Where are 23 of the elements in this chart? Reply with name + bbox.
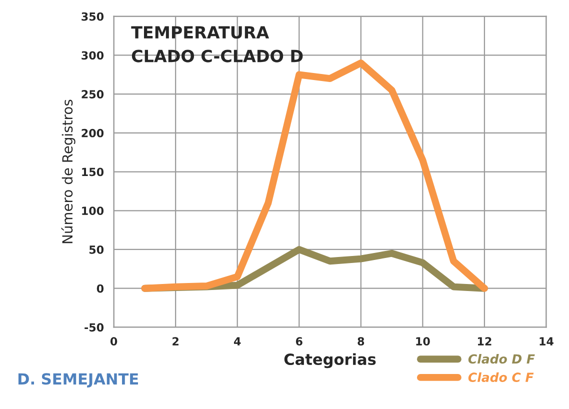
x-tick-label: 2 [172,337,178,346]
x-tick-label: 10 [416,337,430,346]
legend-label: Clado D F [468,354,535,364]
y-tick-label: -50 [84,323,104,332]
text: D. SEMEJANTE [18,373,138,388]
x-tick-label: 4 [234,337,241,346]
y-tick-label: 200 [82,128,104,138]
y-axis-title: Número de Registros [61,100,76,244]
x-tick-label: 0 [110,337,118,346]
x-tick-label: 8 [358,337,364,346]
y-tick-label: 50 [89,245,104,254]
legend-label: Clado C F [468,372,534,382]
y-tick-label: 300 [82,51,104,60]
x-tick-label: 6 [296,337,302,346]
x-tick-label: 12 [478,337,492,346]
text: TEMPERATURA CLADO C-CLADO D [131,26,303,62]
x-tick-label: 14 [540,337,554,346]
y-tick-label: 100 [82,206,104,216]
y-tick-label: 250 [82,90,104,98]
y-tick-label: 350 [82,12,104,21]
x-axis-title: Categorias [284,353,376,368]
y-tick-label: 0 [96,284,104,293]
y-tick-label: 150 [82,168,104,176]
